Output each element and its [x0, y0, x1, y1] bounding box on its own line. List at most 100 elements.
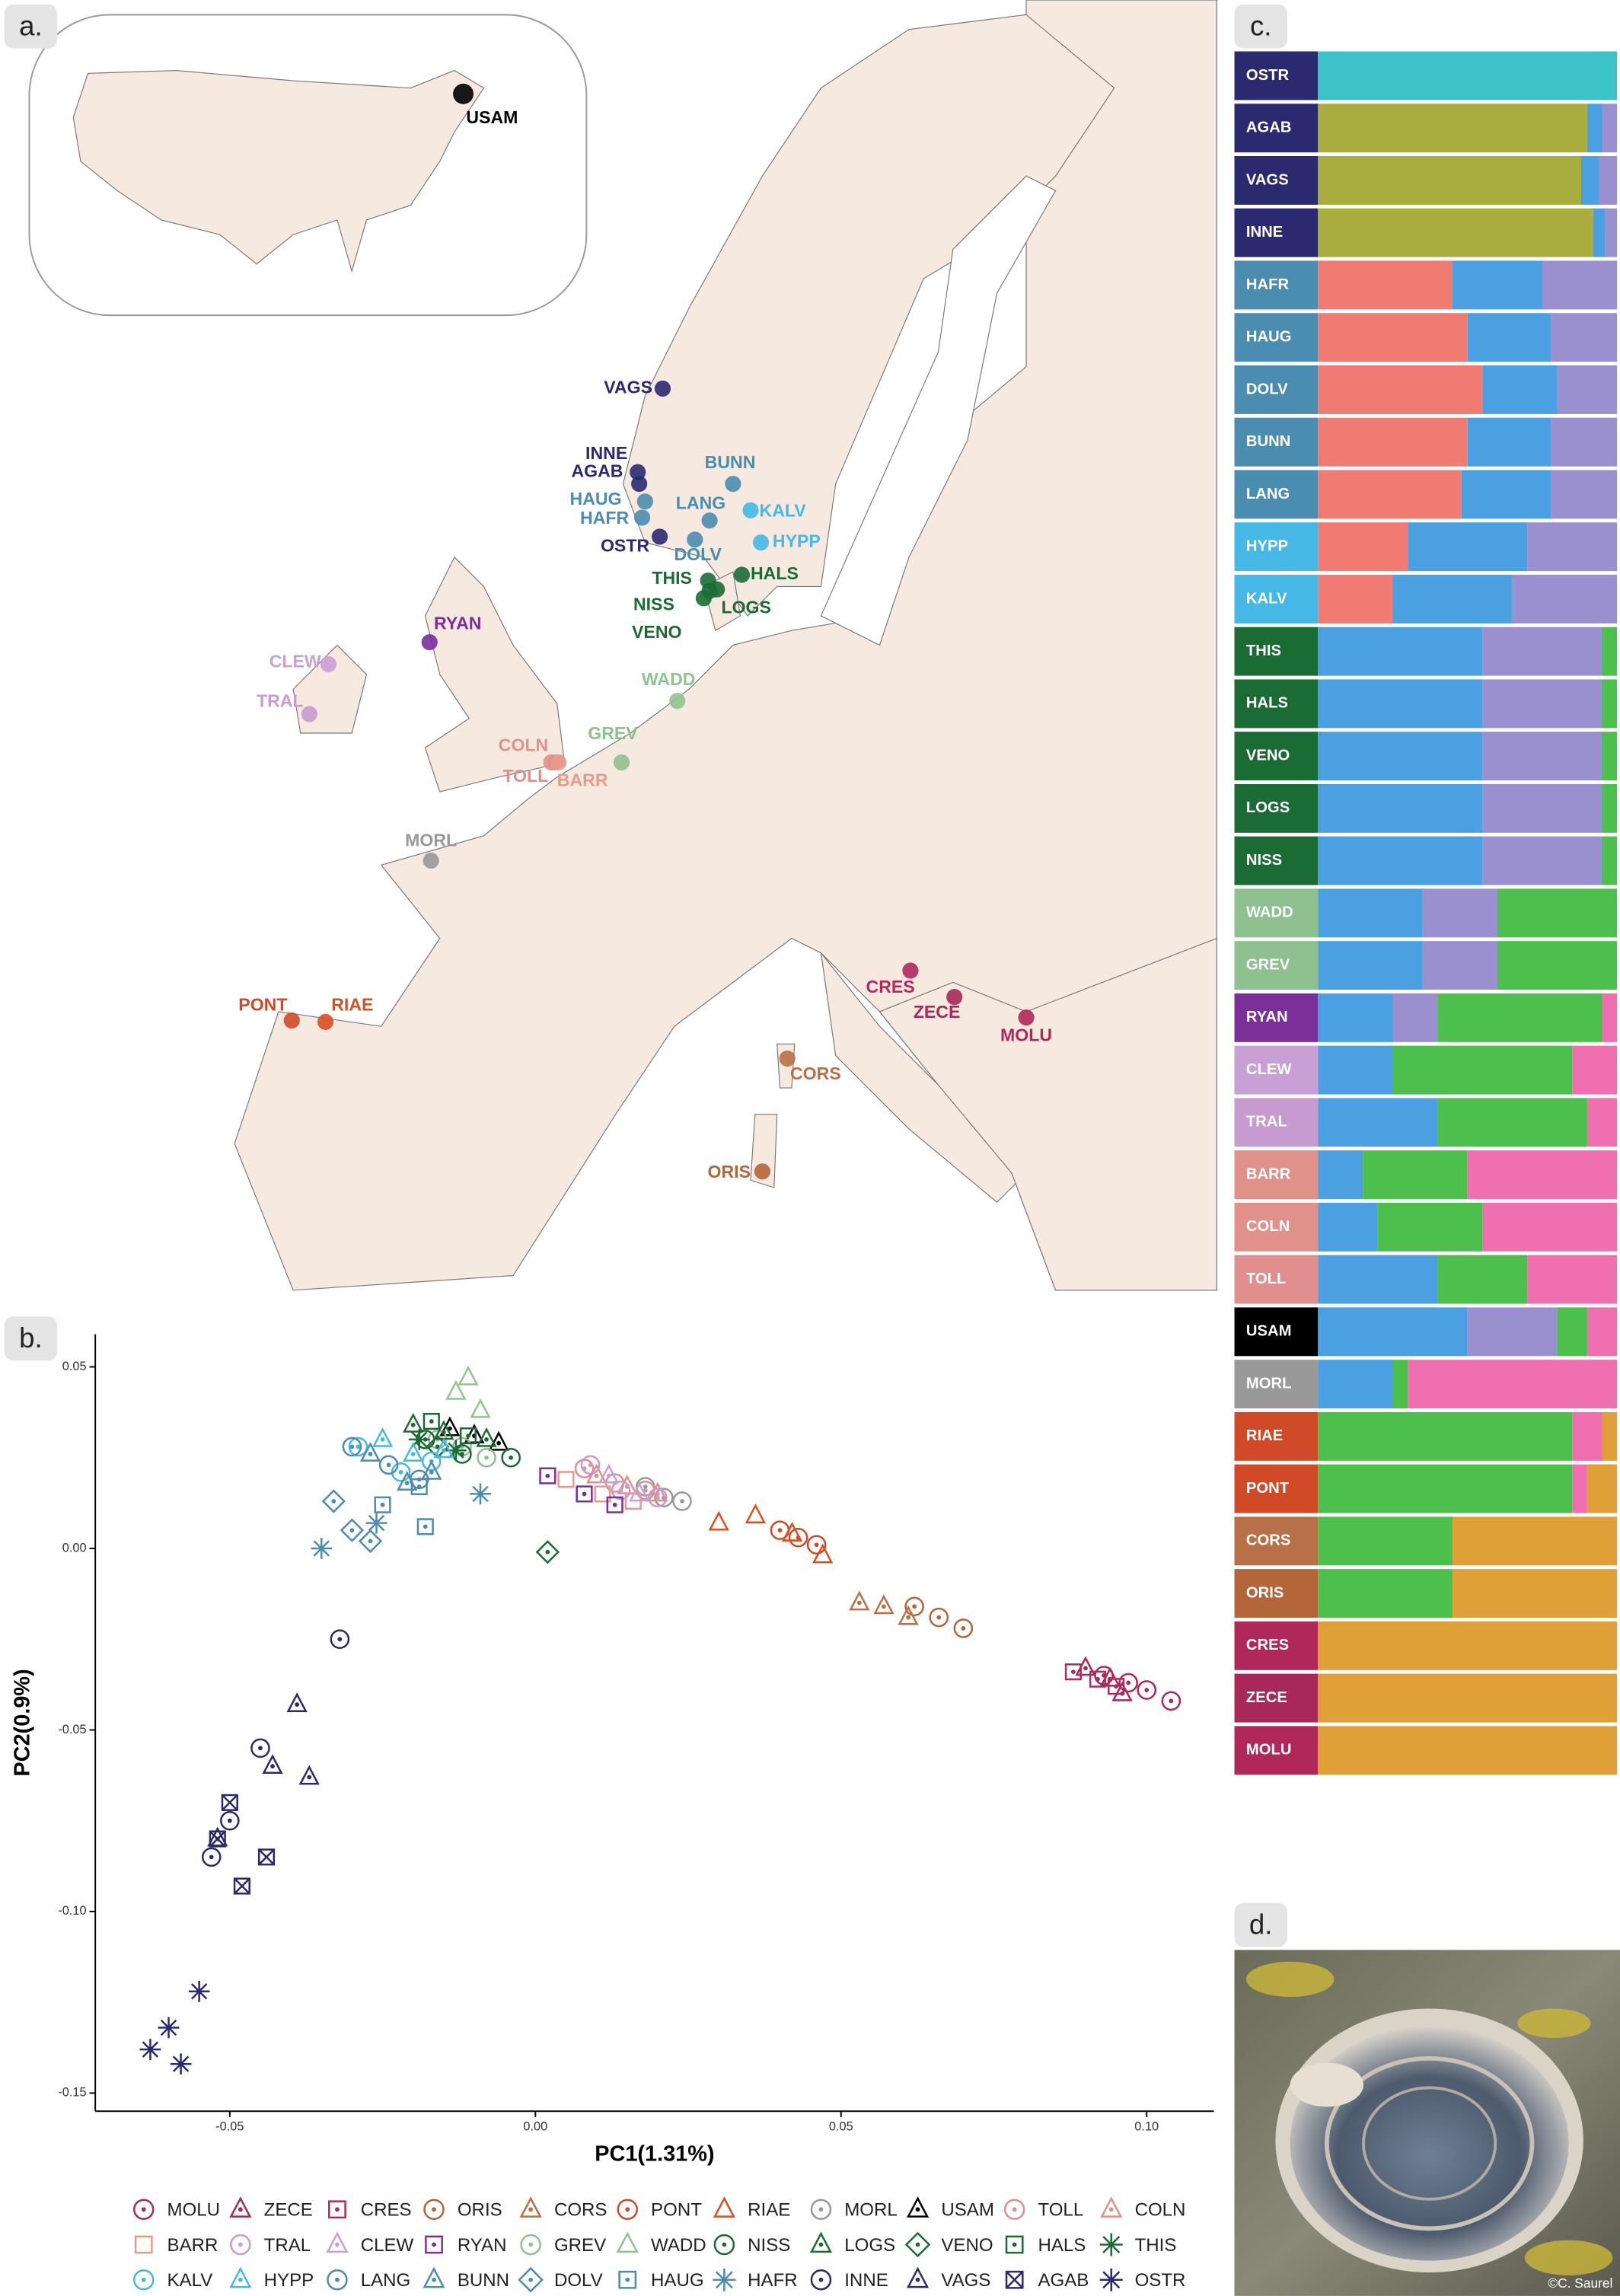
- ancestry-segment: [1482, 836, 1602, 885]
- marker: [906, 2196, 930, 2218]
- population-label: MOLU: [1246, 1742, 1292, 1759]
- ancestry-segment: [1557, 1307, 1587, 1357]
- ancestry-segment: [1318, 51, 1618, 100]
- ancestry-segment: [1318, 104, 1587, 153]
- population-label: AGAB: [1246, 120, 1292, 136]
- legend-label: MORL: [844, 2200, 898, 2221]
- marker-dot: [404, 1481, 410, 1486]
- marker-dot: [238, 2242, 243, 2247]
- legend-label: ORIS: [458, 2200, 502, 2221]
- marker: [849, 1590, 870, 1611]
- marker-shape: [535, 1540, 560, 1564]
- ancestry-segment: [1527, 1255, 1618, 1304]
- population-label: BUNN: [1246, 433, 1290, 450]
- marker-shape: [359, 1441, 381, 1462]
- ancestry-segment: [1602, 627, 1618, 676]
- marker: [340, 1518, 365, 1542]
- marker-dot: [655, 1491, 660, 1497]
- points: [139, 1365, 1182, 2075]
- marker: [230, 2234, 251, 2256]
- ancestry-segment: [1527, 522, 1618, 572]
- marker-dot: [643, 1484, 648, 1489]
- marker-shape: [520, 2234, 541, 2256]
- ancestry-segment: [1392, 574, 1513, 623]
- marker-dot: [466, 1433, 470, 1439]
- ancestry-segment: [1461, 470, 1551, 519]
- marker-shape: [929, 1607, 949, 1628]
- site-point: [652, 528, 668, 545]
- site-label: USAM: [466, 107, 518, 127]
- site-point: [421, 634, 438, 651]
- marker: [1003, 2199, 1025, 2221]
- marker-dot: [258, 1746, 263, 1751]
- marker: [1108, 1678, 1125, 1695]
- marker: [713, 2196, 735, 2218]
- site-point: [669, 693, 686, 710]
- marker: [557, 1471, 575, 1488]
- ancestry-segment: [1467, 313, 1551, 362]
- legend-label: LANG: [361, 2270, 411, 2291]
- legend-label: CORS: [554, 2200, 608, 2221]
- marker-shape: [229, 2196, 252, 2218]
- ancestry-segment: [1482, 783, 1602, 833]
- site-point: [902, 962, 919, 979]
- ancestry-segment: [1437, 1098, 1587, 1147]
- ancestry-segment: [1587, 1464, 1618, 1513]
- marker-shape: [672, 1491, 692, 1511]
- population-label: USAM: [1246, 1323, 1292, 1340]
- site-label: VAGS: [604, 378, 652, 397]
- population-box: [1234, 522, 1319, 572]
- marker-dot: [441, 1448, 446, 1453]
- usa: [72, 69, 485, 273]
- legend-label: HAUG: [651, 2270, 704, 2291]
- population-label: INNE: [1246, 224, 1283, 241]
- ancestry-segment: [1318, 260, 1453, 310]
- marker-shape: [1005, 2270, 1024, 2289]
- panel-label: a.: [19, 10, 43, 41]
- marker: [423, 2266, 445, 2288]
- marker: [904, 1596, 924, 1617]
- population-box: [1234, 888, 1319, 938]
- marker: [321, 1489, 346, 1513]
- marker-dot: [818, 2242, 824, 2247]
- site-point: [636, 493, 653, 510]
- marker: [298, 1765, 320, 1785]
- marker-shape: [1100, 2196, 1123, 2218]
- marker-dot: [432, 2207, 436, 2212]
- population-label: ZECE: [1246, 1689, 1287, 1706]
- scandinavia: [622, 14, 1115, 617]
- x-tick-label: -0.05: [215, 2120, 244, 2134]
- marker-dot: [380, 1502, 385, 1507]
- marker: [365, 1512, 387, 1534]
- ancestry-segment: [1318, 1360, 1393, 1409]
- marker-shape: [258, 1848, 275, 1866]
- marker: [574, 1459, 595, 1478]
- marker: [618, 2270, 637, 2289]
- x-tick-label: 0.05: [829, 2120, 853, 2134]
- population-box: [1234, 732, 1319, 781]
- marker: [580, 1455, 601, 1475]
- marker: [132, 2269, 155, 2291]
- panel-label: d.: [1249, 1909, 1273, 1940]
- site-point: [779, 1050, 796, 1067]
- legend-label: OSTR: [1135, 2270, 1186, 2291]
- ancestry-segment: [1318, 417, 1468, 467]
- ancestry-segment: [1572, 1464, 1587, 1513]
- ancestry-segment: [1551, 417, 1618, 467]
- population-label: VENO: [1246, 748, 1290, 764]
- x-tick-label: 0.10: [1134, 2120, 1159, 2134]
- ancestry-segment: [1602, 993, 1618, 1042]
- marker: [445, 1440, 467, 1462]
- marker: [330, 1629, 350, 1650]
- marker-dot: [1070, 1669, 1076, 1675]
- population-label: KALV: [1246, 590, 1287, 607]
- population-box: [1234, 993, 1319, 1042]
- legend-label: ZECE: [264, 2200, 313, 2221]
- marker: [1089, 1670, 1107, 1688]
- ancestry-segment: [1497, 888, 1618, 938]
- marker: [220, 1810, 240, 1831]
- marker-shape: [713, 2234, 735, 2256]
- population-box: [1234, 1569, 1319, 1618]
- ancestry-segment: [1482, 1202, 1618, 1252]
- marker-dot: [1083, 1666, 1088, 1671]
